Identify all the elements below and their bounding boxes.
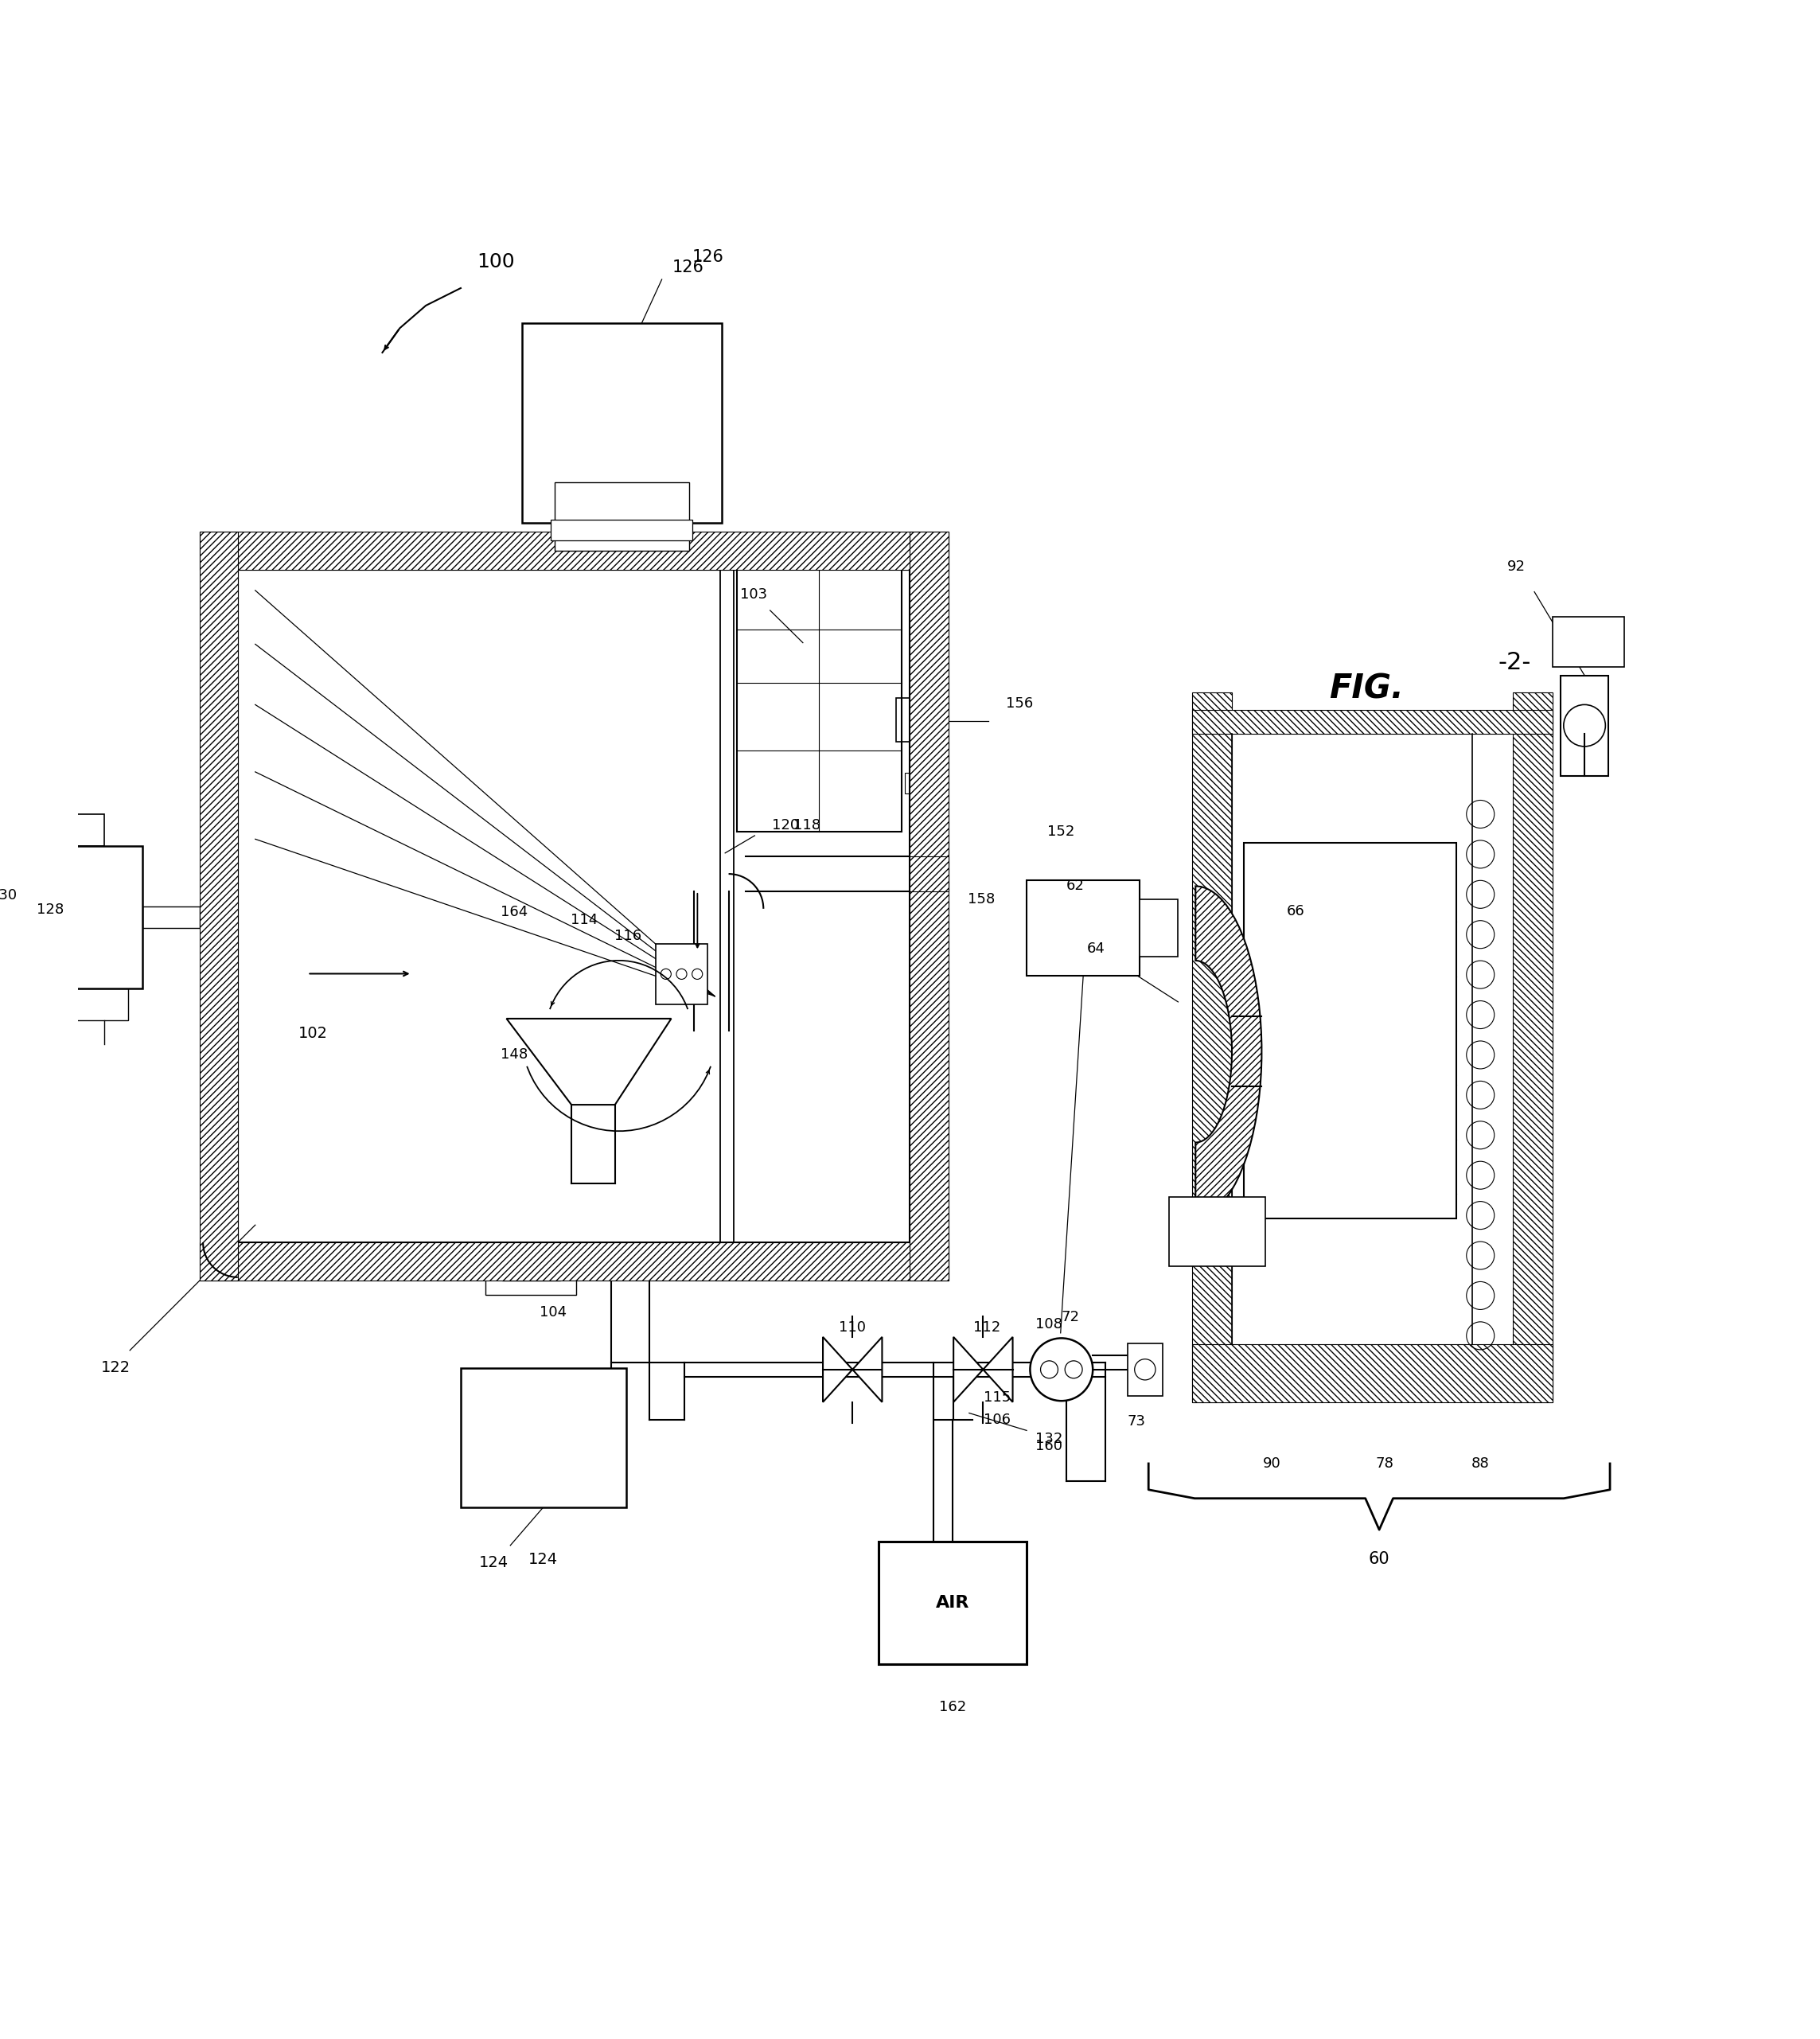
Text: 92: 92 <box>1507 559 1525 573</box>
Circle shape <box>1563 705 1605 746</box>
Bar <box>16 846 142 989</box>
Text: 88: 88 <box>1471 1456 1489 1470</box>
Bar <box>895 697 939 742</box>
Text: 104: 104 <box>541 1305 568 1319</box>
Polygon shape <box>823 1338 852 1403</box>
Text: 132: 132 <box>1036 1431 1063 1446</box>
Text: 90: 90 <box>1263 1456 1281 1470</box>
Text: 116: 116 <box>615 928 641 942</box>
Text: 128: 128 <box>36 903 64 918</box>
Bar <box>200 532 238 1280</box>
Polygon shape <box>506 1020 672 1105</box>
Bar <box>1560 675 1609 775</box>
Polygon shape <box>983 1338 1012 1403</box>
Text: 124: 124 <box>528 1552 559 1566</box>
Bar <box>238 571 910 1242</box>
Text: 120: 120 <box>772 818 799 832</box>
Text: 152: 152 <box>1046 824 1074 838</box>
Circle shape <box>1030 1338 1092 1401</box>
Bar <box>910 532 948 1280</box>
Bar <box>31 989 127 1020</box>
Text: 130: 130 <box>0 887 16 901</box>
Bar <box>1026 881 1139 977</box>
Text: 114: 114 <box>570 913 597 928</box>
Text: 62: 62 <box>1067 879 1085 893</box>
Text: 126: 126 <box>672 259 704 275</box>
Text: 78: 78 <box>1376 1456 1394 1470</box>
Bar <box>1170 1197 1265 1266</box>
Bar <box>502 1246 561 1280</box>
Bar <box>200 1242 948 1280</box>
Text: 160: 160 <box>1036 1440 1063 1454</box>
Bar <box>200 532 948 571</box>
Bar <box>737 563 901 832</box>
Text: FIG.: FIG. <box>1329 673 1403 705</box>
Text: 73: 73 <box>1127 1415 1145 1429</box>
Text: 100: 100 <box>477 253 515 271</box>
Bar <box>142 907 200 928</box>
Bar <box>555 481 690 551</box>
Bar <box>522 322 723 524</box>
Text: 118: 118 <box>794 818 821 832</box>
Text: 164: 164 <box>501 905 528 920</box>
Bar <box>1128 1344 1163 1395</box>
Text: 126: 126 <box>692 249 724 265</box>
Bar <box>910 856 948 891</box>
Text: 110: 110 <box>839 1321 866 1336</box>
Bar <box>1192 691 1232 1403</box>
Text: 115: 115 <box>983 1391 1010 1405</box>
Bar <box>879 1541 1026 1664</box>
Bar <box>1192 1344 1552 1403</box>
Text: 60: 60 <box>1369 1552 1390 1568</box>
Text: 64: 64 <box>1087 942 1105 956</box>
Text: 124: 124 <box>479 1556 508 1570</box>
Text: 106: 106 <box>983 1413 1010 1427</box>
Text: 72: 72 <box>1061 1311 1079 1325</box>
Polygon shape <box>1196 887 1261 1217</box>
Bar <box>655 944 708 1005</box>
Bar <box>1245 842 1456 1219</box>
Text: 108: 108 <box>1036 1317 1063 1331</box>
Polygon shape <box>852 1338 883 1403</box>
Bar <box>551 520 693 540</box>
Text: 122: 122 <box>102 1360 131 1376</box>
Bar <box>1139 899 1178 956</box>
Polygon shape <box>954 1338 983 1403</box>
Bar <box>486 1270 577 1295</box>
Bar <box>1552 618 1625 667</box>
Text: 158: 158 <box>968 893 996 907</box>
Text: 103: 103 <box>741 587 768 602</box>
Text: 156: 156 <box>1006 695 1034 710</box>
Bar <box>1192 710 1552 734</box>
Bar <box>905 773 926 793</box>
Bar <box>55 814 104 846</box>
Text: 66: 66 <box>1287 903 1305 918</box>
Text: AIR: AIR <box>935 1594 970 1611</box>
Text: -2-: -2- <box>1498 650 1531 675</box>
Bar <box>1512 691 1552 1403</box>
Text: 102: 102 <box>298 1026 328 1042</box>
Bar <box>460 1368 626 1507</box>
Text: 162: 162 <box>939 1701 966 1715</box>
Text: 112: 112 <box>974 1321 1001 1336</box>
Text: 148: 148 <box>501 1048 528 1062</box>
